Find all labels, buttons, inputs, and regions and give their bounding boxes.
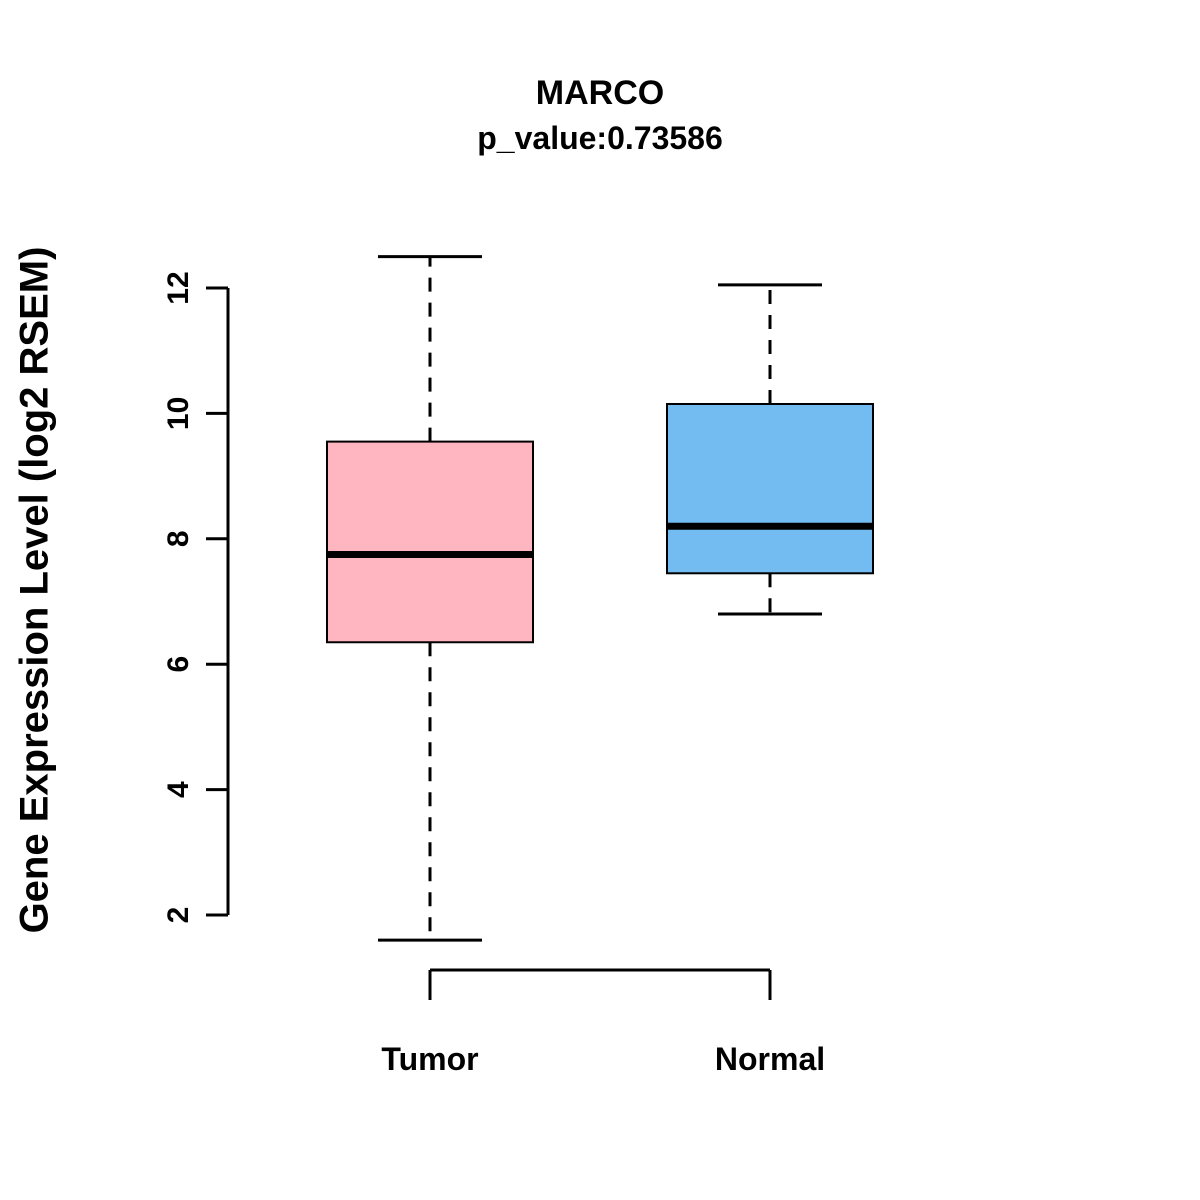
y-tick-label: 8: [162, 530, 195, 547]
tumor-x-label: Tumor: [381, 1041, 478, 1077]
normal-x-label: Normal: [715, 1041, 825, 1077]
chart-subtitle: p_value:0.73586: [477, 120, 723, 156]
tumor-box: [326, 440, 534, 644]
y-tick-label: 12: [162, 271, 195, 304]
y-tick-label: 4: [162, 781, 195, 798]
normal-box: [666, 402, 874, 575]
y-tick-label: 10: [162, 397, 195, 430]
y-tick-label: 2: [162, 907, 195, 924]
chart-title: MARCO: [535, 74, 665, 112]
y-tick-label: 6: [162, 656, 195, 673]
